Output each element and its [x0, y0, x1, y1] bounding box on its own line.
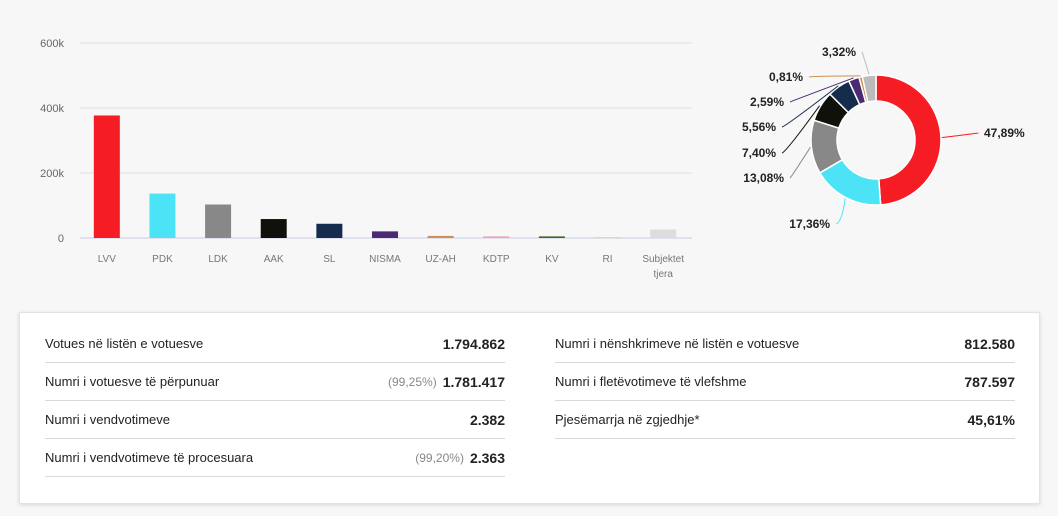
stat-row-registered-voters: Votues në listën e votuesve 1.794.862	[45, 325, 505, 363]
stat-row-processed-voters: Numri i votuesve të përpunuar (99,25%) 1…	[45, 363, 505, 401]
bar-sl[interactable]	[316, 223, 343, 238]
stat-value: 45,61%	[967, 411, 1015, 428]
leader-line	[808, 75, 861, 78]
leader-line	[781, 85, 839, 128]
donut-slice[interactable]	[875, 74, 942, 206]
stat-value: 2.363	[469, 449, 505, 466]
y-tick-label: 600k	[40, 38, 64, 50]
bar-nisma[interactable]	[372, 231, 398, 238]
stat-value: 787.597	[964, 373, 1015, 390]
x-tick-label: RI	[603, 254, 613, 265]
summary-column-right: Numri i nënshkrimeve në listën e votuesv…	[555, 325, 1015, 439]
bar-subjektet-tjera[interactable]	[650, 229, 677, 238]
stat-label: Numri i vendvotimeve të procesuara	[45, 450, 254, 465]
summary-column-left: Votues në listën e votuesve 1.794.862 Nu…	[45, 325, 505, 477]
x-tick-label: LVV	[98, 254, 116, 265]
slice-percent-label: 5,56%	[742, 120, 776, 134]
stat-value: 812.580	[964, 335, 1015, 352]
results-summary-card: Votues në listën e votuesve 1.794.862 Nu…	[19, 312, 1040, 504]
stat-label: Numri i fletëvotimeve të vlefshme	[555, 374, 747, 389]
x-tick-label: KV	[545, 254, 559, 265]
slice-percent-label: 3,32%	[822, 45, 856, 59]
stat-percent: (99,20%)	[415, 450, 464, 465]
slice-percent-label: 13,08%	[743, 171, 784, 185]
stat-row-valid-ballots: Numri i fletëvotimeve të vlefshme 787.59…	[555, 363, 1015, 401]
x-tick-label: SL	[323, 254, 336, 265]
stat-label: Numri i nënshkrimeve në listën e votuesv…	[555, 336, 800, 351]
x-tick-label: Subjektet	[642, 254, 684, 265]
y-tick-label: 0	[58, 233, 64, 245]
slice-percent-label: 47,89%	[984, 126, 1025, 140]
stat-row-signatures: Numri i nënshkrimeve në listën e votuesv…	[555, 325, 1015, 363]
leader-line	[941, 132, 979, 139]
y-tick-label: 200k	[40, 168, 64, 180]
stat-label: Votues në listën e votuesve	[45, 336, 204, 351]
bar-pdk[interactable]	[149, 193, 176, 238]
slice-percent-label: 7,40%	[742, 146, 776, 160]
slice-percent-label: 2,59%	[750, 95, 784, 109]
x-tick-label: PDK	[152, 254, 173, 265]
leader-line	[789, 77, 854, 103]
leader-line	[861, 51, 870, 75]
vote-share-donut-chart: 47,89% 17,36% 13,08% 7,40% 5,56% 2,59% 0,81% 3,…	[742, 45, 1025, 231]
y-tick-label: 400k	[40, 103, 64, 115]
x-tick-label: UZ-AH	[425, 254, 456, 265]
leader-line	[781, 105, 821, 154]
leader-line	[789, 146, 811, 179]
bar-lvv[interactable]	[93, 115, 120, 238]
stat-row-turnout: Pjesëmarrja në zgjedhje* 45,61%	[555, 401, 1015, 439]
stat-label: Numri i votuesve të përpunuar	[45, 374, 220, 389]
slice-percent-label: 0,81%	[769, 70, 803, 84]
bar-ri[interactable]	[594, 237, 621, 239]
bar-aak[interactable]	[260, 219, 287, 238]
stat-value: 1.781.417	[442, 373, 505, 390]
x-tick-label: NISMA	[369, 254, 401, 265]
x-tick-label: AAK	[264, 254, 284, 265]
stat-value: 1.794.862	[442, 335, 505, 352]
x-tick-label: tjera	[653, 269, 673, 280]
stat-label: Numri i vendvotimeve	[45, 412, 170, 427]
leader-line	[835, 198, 846, 225]
bar-kv[interactable]	[538, 236, 565, 238]
stat-row-polling-stations: Numri i vendvotimeve 2.382	[45, 401, 505, 439]
stat-row-processed-stations: Numri i vendvotimeve të procesuara (99,2…	[45, 439, 505, 477]
votes-bar-chart: 600k 400k 200k 0 LVV PDK LDK AAK SL NISMA UZ-AH KDT…	[40, 38, 692, 280]
x-tick-label: KDTP	[483, 254, 510, 265]
stat-label: Pjesëmarrja në zgjedhje*	[555, 412, 700, 427]
bar-ldk[interactable]	[205, 204, 232, 238]
stat-value: 2.382	[469, 411, 505, 428]
bar-uz-ah[interactable]	[427, 235, 454, 238]
bar-kdtp[interactable]	[483, 236, 510, 238]
slice-percent-label: 17,36%	[789, 217, 830, 231]
donut-slice[interactable]	[861, 74, 877, 103]
stat-percent: (99,25%)	[388, 374, 437, 389]
x-tick-label: LDK	[208, 254, 228, 265]
